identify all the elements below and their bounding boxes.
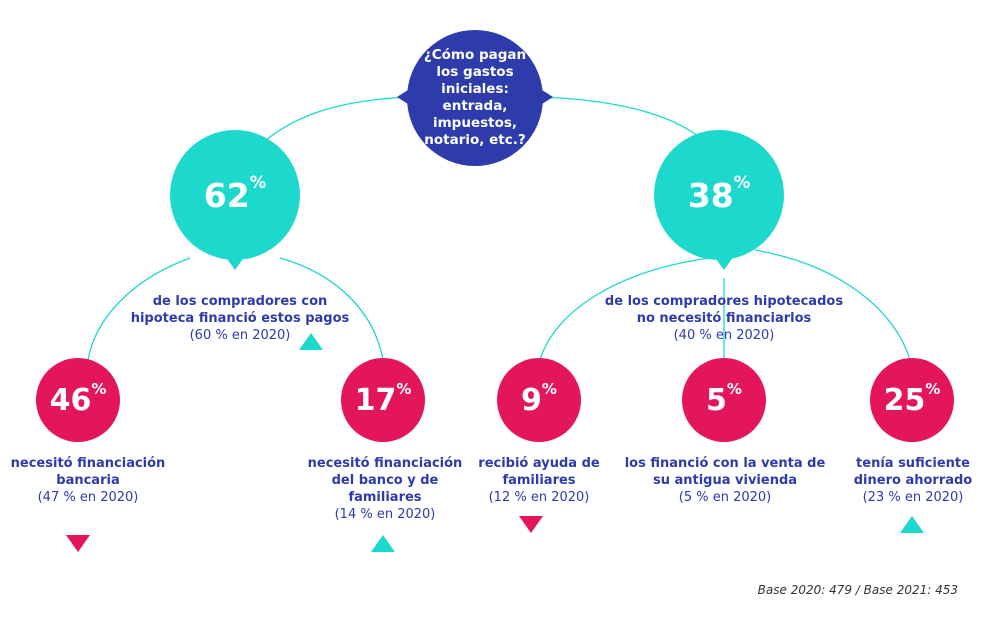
percent-circle-46: 46% — [36, 358, 120, 442]
percent-circle-5: 5% — [682, 358, 766, 442]
question-circle: ¿Cómo pagan los gastos iniciales: entrad… — [407, 30, 543, 166]
compare-5: (5 % en 2020) — [678, 490, 772, 505]
trend-down-icon-9 — [519, 516, 543, 533]
left-compare: (60 % en 2020) — [189, 328, 291, 343]
percent-circle-9: 9% — [497, 358, 581, 442]
right-percent-circle: 38% — [654, 130, 784, 260]
question-pointer-left — [397, 90, 408, 104]
trend-down-icon-46 — [66, 535, 90, 552]
question-text: ¿Cómo pagan los gastos iniciales: entrad… — [423, 47, 527, 148]
trend-up-icon-25 — [900, 516, 924, 533]
left-trend-up-icon — [299, 333, 323, 350]
compare-17: (14 % en 2020) — [334, 507, 436, 522]
compare-25: (23 % en 2020) — [862, 490, 964, 505]
base-note: Base 2020: 479 / Base 2021: 453 — [757, 583, 958, 597]
desc-9: recibió ayuda de familiares (12 % en 202… — [468, 455, 610, 506]
left-circle-pointer — [225, 256, 245, 270]
right-description: de los compradores hipotecados no necesi… — [594, 293, 854, 344]
connector-right-9 — [539, 257, 711, 361]
compare-46: (47 % en 2020) — [37, 490, 139, 505]
right-compare: (40 % en 2020) — [673, 328, 775, 343]
percent-circle-17: 17% — [341, 358, 425, 442]
left-percent-circle: 62% — [170, 130, 300, 260]
trend-up-icon-17 — [371, 535, 395, 552]
connector-right-25 — [754, 249, 911, 361]
desc-46: necesitó financiación bancaria (47 % en … — [8, 455, 168, 506]
connector-left-46 — [87, 257, 191, 361]
right-circle-pointer — [714, 256, 734, 270]
question-pointer-right — [542, 90, 553, 104]
connector-root-left — [254, 96, 411, 151]
desc-5: los financió con la venta de su antigua … — [620, 455, 830, 506]
connector-left-17 — [279, 257, 384, 361]
left-description: de los compradores con hipoteca financió… — [125, 293, 355, 344]
percent-circle-25: 25% — [870, 358, 954, 442]
desc-17: necesitó financiación del banco y de fam… — [300, 455, 470, 523]
compare-9: (12 % en 2020) — [488, 490, 590, 505]
desc-25: tenía suficiente dinero ahorrado (23 % e… — [838, 455, 988, 506]
